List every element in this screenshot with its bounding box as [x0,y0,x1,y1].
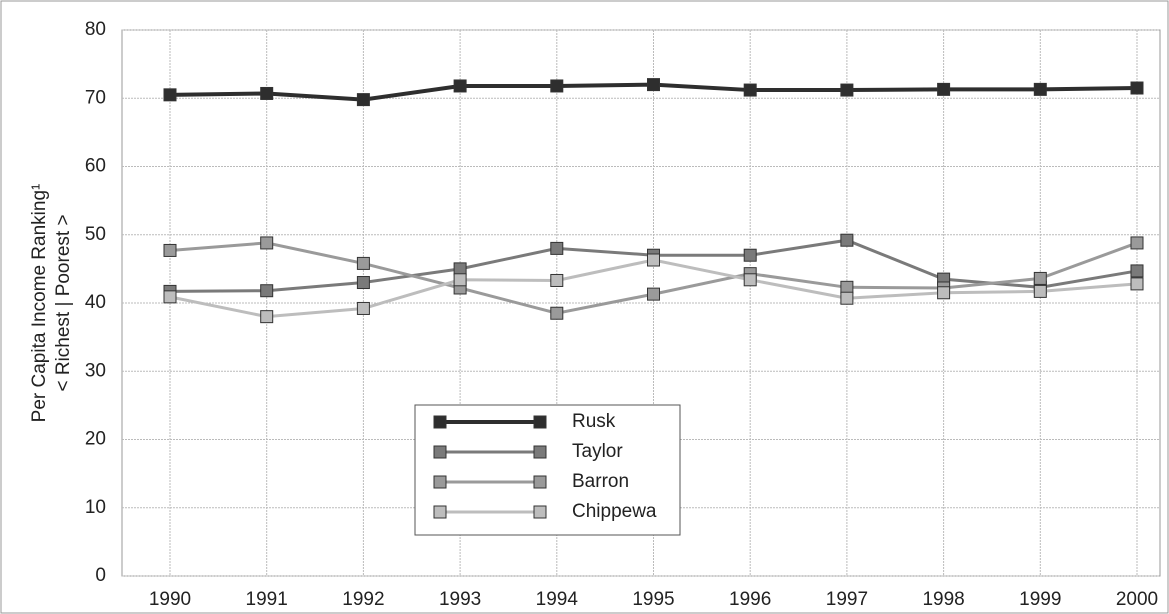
y-tick-label: 20 [85,429,106,450]
x-tick-label: 1993 [439,589,481,610]
y-tick-label: 30 [85,360,106,381]
x-tick-label: 1991 [246,589,288,610]
legend-marker [433,445,447,459]
y-tick-label: 50 [85,224,106,245]
legend-label: Chippewa [572,501,657,522]
marker [453,273,467,287]
y-tick-label: 80 [85,19,106,40]
marker [1130,277,1144,291]
x-tick-label: 1990 [149,589,191,610]
legend-marker [533,505,547,519]
marker [163,290,177,304]
legend-label: Taylor [572,441,623,462]
marker [550,306,564,320]
marker [453,79,467,93]
marker [356,301,370,315]
y-tick-label: 40 [85,292,106,313]
marker [647,78,660,92]
y-tick-label: 60 [85,156,106,177]
legend-marker [533,415,547,429]
marker [1033,82,1047,96]
marker [1130,81,1144,95]
marker [1033,284,1047,298]
marker [840,280,854,294]
x-tick-label: 1992 [342,589,384,610]
y-tick-label: 70 [85,87,106,108]
marker [937,82,951,96]
legend-marker [533,445,547,459]
legend-marker [433,415,447,429]
x-tick-label: 1996 [729,589,771,610]
marker [647,253,660,267]
marker [163,88,177,102]
x-tick-label: 2000 [1116,589,1158,610]
x-tick-label: 1994 [536,589,579,610]
x-tick-label: 1995 [632,589,674,610]
marker [356,276,370,290]
marker [1130,236,1144,250]
legend-marker [433,475,447,489]
marker [356,256,370,270]
x-tick-label: 1998 [922,589,964,610]
marker [550,241,564,255]
marker [260,236,274,250]
marker [840,83,854,97]
marker [453,262,467,276]
x-tick-label: 1999 [1019,589,1061,610]
x-tick-label: 1997 [826,589,868,610]
marker [260,86,274,100]
marker [260,310,274,324]
marker [550,273,564,287]
marker [550,79,564,93]
marker [743,248,757,262]
marker [356,93,370,107]
legend-marker [533,475,547,489]
legend-marker [433,505,447,519]
y-tick-label: 10 [85,497,106,518]
marker [840,291,854,305]
marker [260,284,274,298]
marker [743,83,757,97]
marker [1033,271,1047,285]
y-axis-label: Per Capita Income Ranking¹ [29,184,50,423]
marker [163,243,177,257]
y-tick-label: 0 [95,565,106,586]
marker [647,287,660,301]
legend-label: Rusk [572,411,616,432]
legend-label: Barron [572,471,629,492]
marker [840,233,854,247]
marker [1130,264,1144,278]
y-axis-label: < Richest | Poorest > [53,214,74,391]
marker [743,273,757,287]
marker [937,286,951,300]
